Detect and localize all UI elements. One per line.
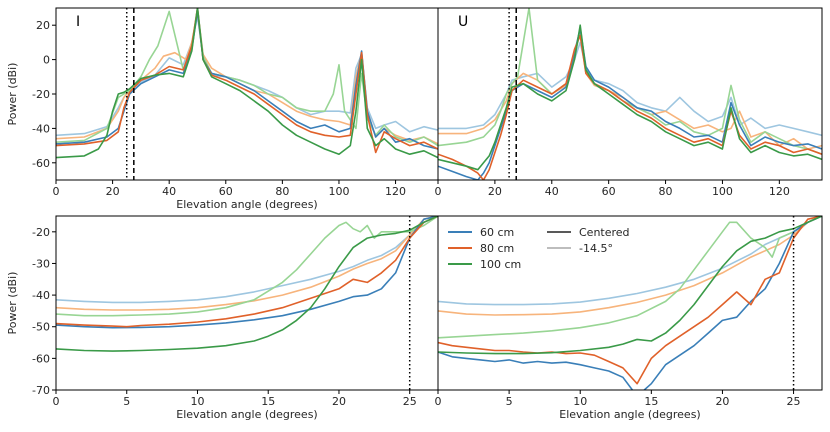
y-tick-label: -20 [32,88,50,101]
y-tick-label: 0 [43,54,50,67]
series-line-c100 [438,24,822,171]
y-tick-label: -60 [32,157,50,170]
x-tick-label: 100 [328,185,349,198]
x-tick-label: 10 [190,395,204,408]
y-tick-label: -40 [32,122,50,135]
x-tick-label: 80 [275,185,289,198]
y-axis-label: Power (dBi) [6,272,19,335]
chart-panel-top-left: 0 20 40 60 80 100 120 -60 -40 -20 0 20 Elevation ang… [6,7,439,211]
series-line-c100 [438,216,822,355]
axes-frame [437,215,823,391]
x-tick-label: 20 [332,395,346,408]
legend: 60 cm 80 cm 100 cm Centered -14.5° [448,226,630,271]
series-line-c80-light [56,10,438,145]
series-line-c100-light [438,216,822,339]
panel-label: I [76,14,80,30]
x-tick-label: 5 [506,395,513,408]
axes-frame [437,7,823,181]
x-tick-label: 15 [261,395,275,408]
y-axis-label: Power (dBi) [6,63,19,126]
chart-panel-bottom-right: 0 5 10 15 20 25 Elevation angle (degrees) [435,215,823,421]
x-tick-label: 120 [769,185,790,198]
x-tick-label: 15 [644,395,658,408]
y-tick-label: -40 [32,289,50,302]
chart-panel-bottom-left: 0 5 10 15 20 25 -70 -60 -50 -40 -30 -20 Elevation an… [6,215,439,421]
x-tick-label: 0 [435,185,442,198]
series-line-c80-light [438,216,822,316]
x-axis-label: Elevation angle (degrees) [559,408,700,421]
series-line-c80-light [56,216,438,311]
legend-label: 100 cm [480,258,521,271]
x-tick-label: 40 [162,185,176,198]
x-axis-label: Elevation angle (degrees) [176,408,317,421]
x-tick-label: 120 [385,185,406,198]
series-line-c100 [56,216,438,352]
y-tick-label: 20 [36,19,50,32]
x-tick-label: 60 [219,185,233,198]
x-tick-label: 20 [106,185,120,198]
series-line-c80 [56,216,438,328]
x-tick-label: 100 [712,185,733,198]
y-tick-label: -50 [32,321,50,334]
y-tick-label: -60 [32,352,50,365]
x-axis-label: Elevation angle (degrees) [176,198,317,211]
x-tick-label: 60 [602,185,616,198]
series-line-c60 [438,216,822,390]
legend-label: Centered [579,226,630,239]
series-line-c60-light [438,41,822,137]
panel-label: U [458,14,468,30]
legend-label: 60 cm [480,226,514,239]
x-tick-label: 25 [403,395,417,408]
x-tick-label: 5 [123,395,130,408]
x-tick-label: 80 [659,185,673,198]
x-tick-label: 20 [488,185,502,198]
x-tick-label: 20 [715,395,729,408]
axes-frame [55,7,439,181]
chart-panel-top-right: 0 20 40 60 80 100 120 U [435,7,823,198]
y-tick-label: -70 [32,384,50,397]
series-line-c100-light [438,8,822,155]
x-tick-label: 25 [787,395,801,408]
series-line-c100-light [56,216,438,317]
series-line-c100-light [56,8,438,147]
y-tick-label: -30 [32,257,50,270]
x-tick-label: 0 [53,185,60,198]
x-tick-label: 40 [545,185,559,198]
x-tick-label: 10 [573,395,587,408]
series-line-c80 [438,34,822,180]
series-line-c100 [56,8,438,159]
series-line-c60 [438,27,822,180]
x-tick-label: 0 [435,395,442,408]
x-tick-label: 0 [53,395,60,408]
series-line-c60 [56,216,438,329]
legend-label: -14.5° [579,242,613,255]
series-line-c80 [438,216,822,385]
legend-label: 80 cm [480,242,514,255]
y-tick-label: -20 [32,226,50,239]
series-line-c60-light [56,216,438,304]
